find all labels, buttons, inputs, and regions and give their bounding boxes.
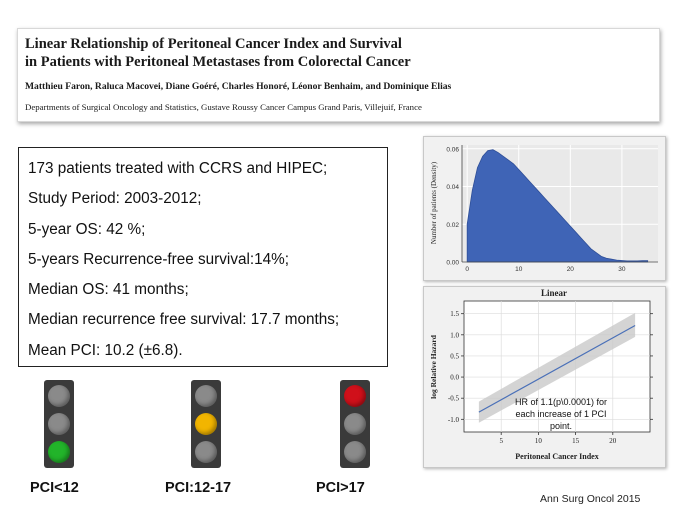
linear-y-axis-label: log Relative Hazard [429, 334, 438, 399]
linear-y-tick: 0.0 [450, 374, 459, 382]
lamp-top [48, 385, 70, 407]
authors: Matthieu Faron, Raluca Macovei, Diane Go… [25, 81, 452, 92]
linear-x-tick: 10 [535, 437, 543, 445]
linear-y-tick: 0.5 [450, 352, 459, 360]
density-y-tick: 0.04 [446, 184, 459, 191]
traffic-light-yellow [191, 380, 221, 468]
linear-x-tick: 5 [499, 437, 503, 445]
hr-annotation-line-3: point. [550, 421, 572, 431]
fact-5yr-rfs: 5-years Recurrence-free survival:14%; [28, 250, 289, 268]
paper-title: Linear Relationship of Peritoneal Cancer… [25, 35, 645, 71]
density-chart: 0.00 0.02 0.04 0.06 0 10 20 30 Number of patien… [430, 145, 658, 273]
density-area [466, 149, 649, 263]
linear-chart-panel: Linear -1.0 -0.5 0.0 0.5 1.0 1.5 5 10 15 20 Perit… [423, 286, 666, 468]
traffic-light-red [340, 380, 370, 468]
lamp-middle [195, 413, 217, 435]
linear-y-tick: 1.0 [450, 331, 459, 339]
lamp-bottom [344, 441, 366, 463]
density-y-tick: 0.06 [446, 146, 459, 153]
departments: Departments of Surgical Oncology and Sta… [25, 102, 422, 112]
fact-patients: 173 patients treated with CCRS and HIPEC… [28, 160, 328, 177]
density-x-tick: 10 [515, 266, 523, 273]
pci-label-low: PCI<12 [30, 480, 79, 496]
pci-label-mid: PCI:12-17 [165, 480, 232, 496]
linear-y-tick: 1.5 [450, 310, 459, 318]
fact-median-rfs: Median recurrence free survival: 17.7 mo… [28, 311, 340, 329]
pci-label-high: PCI>17 [316, 480, 365, 496]
density-x-tick: 20 [567, 266, 575, 273]
lamp-top [344, 385, 366, 407]
lamp-bottom [195, 441, 217, 463]
linear-y-tick: -1.0 [448, 416, 460, 424]
density-x-tick: 0 [465, 266, 469, 273]
linear-x-tick: 20 [609, 437, 617, 445]
confidence-band [478, 312, 636, 423]
density-y-tick: 0.02 [446, 222, 459, 229]
traffic-light-green [44, 380, 74, 468]
linear-x-axis-label: Peritoneal Cancer Index [515, 452, 598, 461]
lamp-top [195, 385, 217, 407]
fact-mean-pci: Mean PCI: 10.2 (±6.8). [28, 341, 183, 359]
density-x-tick: 30 [618, 266, 626, 273]
study-facts-box: 173 patients treated with CCRS and HIPEC… [18, 147, 388, 367]
paper-header: Linear Relationship of Peritoneal Cancer… [17, 28, 660, 122]
linear-chart-title: Linear [541, 288, 567, 298]
linear-y-tick: -0.5 [448, 395, 460, 403]
density-y-axis-label: Number of patients (Density) [430, 161, 438, 244]
density-y-tick: 0.00 [446, 260, 459, 267]
title-line-2: in Patients with Peritoneal Metastases f… [25, 54, 411, 70]
linear-x-tick: 15 [572, 437, 580, 445]
lamp-middle [48, 413, 70, 435]
fact-median-os: Median OS: 41 months; [28, 281, 189, 299]
lamp-bottom [48, 441, 70, 463]
citation: Ann Surg Oncol 2015 [540, 493, 641, 505]
fact-5yr-os: 5-year OS: 42 %; [28, 220, 146, 238]
density-chart-panel: 0.00 0.02 0.04 0.06 0 10 20 30 Number of patien… [423, 136, 666, 281]
fit-line [478, 324, 636, 413]
hr-annotation-line-1: HR of 1.1(p\0.0001) for [515, 397, 607, 407]
fact-study-period: Study Period: 2003-2012; [28, 190, 202, 208]
linear-chart: Linear -1.0 -0.5 0.0 0.5 1.0 1.5 5 10 15 20 Perit… [429, 288, 653, 461]
hr-annotation-line-2: each increase of 1 PCI [515, 409, 606, 419]
hr-annotation: HR of 1.1(p\0.0001) for each increase of… [515, 397, 607, 431]
title-line-1: Linear Relationship of Peritoneal Cancer… [25, 36, 402, 52]
lamp-middle [344, 413, 366, 435]
